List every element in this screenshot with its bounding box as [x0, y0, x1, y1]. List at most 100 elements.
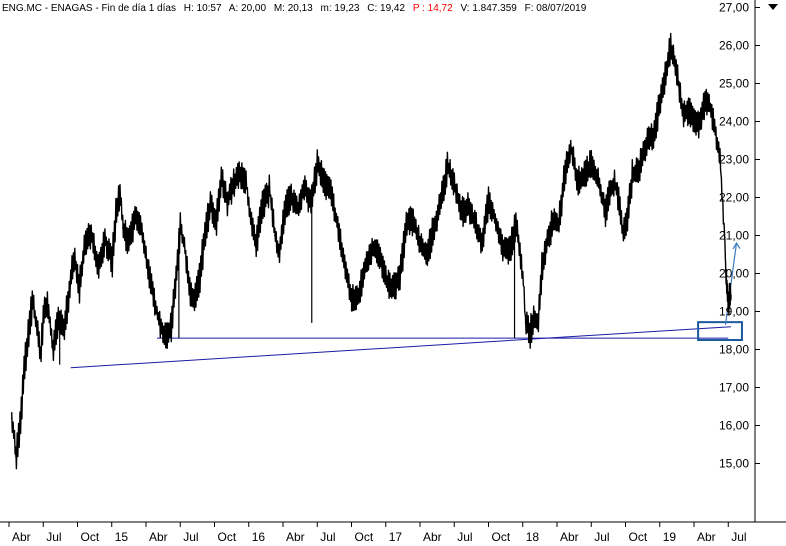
price-tick-label: 15,00	[719, 457, 749, 471]
price-point	[412, 219, 415, 222]
price-point	[682, 113, 684, 115]
price-point	[727, 303, 730, 305]
time-tick-label: Abr	[149, 530, 168, 544]
price-point	[528, 333, 531, 336]
price-point	[74, 257, 76, 260]
price-tick-label: 16,00	[719, 419, 749, 433]
price-point	[613, 181, 616, 184]
price-point	[286, 200, 288, 203]
price-point	[524, 322, 527, 324]
price-point	[652, 135, 654, 138]
price-point	[676, 78, 679, 81]
price-point	[563, 177, 565, 180]
price-point	[290, 196, 293, 199]
price-point	[254, 246, 257, 248]
price-tick-label: 17,00	[719, 381, 749, 395]
price-tick-label: 23,00	[719, 153, 749, 167]
dropdown-arrow-icon	[768, 4, 778, 10]
price-point	[157, 318, 160, 320]
price-point	[193, 299, 195, 301]
price-point	[724, 268, 727, 271]
open-label: A: 20,00	[228, 3, 267, 14]
date-label: F: 08/07/2019	[524, 3, 587, 14]
price-point	[337, 227, 339, 229]
time-tick-label: Abr	[560, 530, 579, 544]
time-tick-label: 18	[526, 530, 540, 544]
price-point	[189, 291, 191, 294]
price-point	[198, 276, 201, 279]
ticker-label: ENG.MC - ENAGAS - Fin de día 1 días	[2, 3, 176, 14]
price-point	[164, 337, 166, 339]
highlight-box	[697, 321, 743, 342]
price-point	[10, 417, 13, 419]
price-point	[693, 120, 695, 123]
time-tick-label: Abr	[12, 530, 31, 544]
price-point	[532, 314, 535, 317]
price-tick-label: 25,00	[719, 77, 749, 91]
price-point	[330, 192, 332, 195]
price-point	[179, 227, 182, 229]
price-point	[728, 291, 731, 294]
price-point	[515, 223, 517, 225]
price-point	[297, 208, 299, 210]
price-point	[569, 147, 572, 149]
volume-label: V: 1.847.359	[460, 3, 517, 14]
price-point	[231, 185, 234, 187]
price-point	[323, 181, 325, 184]
time-tick-label: 19	[663, 530, 677, 544]
price-point	[46, 303, 49, 305]
price-point	[552, 219, 554, 222]
price-point	[405, 223, 408, 225]
price-point	[474, 223, 476, 225]
price-point	[309, 204, 312, 206]
price-point	[226, 200, 228, 203]
time-tick-label: Abr	[286, 530, 305, 544]
price-point	[446, 166, 449, 168]
price-point	[115, 211, 117, 214]
price-point	[23, 367, 25, 370]
price-point	[282, 219, 284, 222]
price-point	[494, 219, 497, 222]
price-point	[576, 181, 579, 184]
price-point	[583, 173, 586, 176]
price-point	[104, 238, 106, 241]
price-point	[453, 185, 456, 187]
time-tick-label: Abr	[697, 530, 716, 544]
price-point	[364, 265, 367, 267]
price-point	[238, 173, 240, 176]
price-point	[175, 272, 177, 275]
price-point	[183, 246, 186, 248]
price-point	[537, 322, 539, 324]
time-tick-label: Oct	[355, 530, 374, 544]
max-label: M: 20,13	[273, 3, 313, 14]
price-point	[723, 230, 725, 233]
time-tick-label: Jul	[594, 530, 609, 544]
price-point	[713, 124, 716, 127]
price-point	[78, 287, 80, 290]
price-point	[357, 295, 360, 298]
price-tick-label: 27,00	[719, 1, 749, 15]
price-point	[730, 294, 732, 297]
price-point	[31, 299, 34, 301]
price-point	[501, 246, 504, 248]
price-point	[701, 109, 703, 111]
price-point	[391, 287, 394, 290]
price-point	[419, 242, 421, 244]
price-series	[11, 32, 732, 470]
time-tick-label: Jul	[46, 530, 61, 544]
price-point	[274, 234, 276, 237]
price-point	[245, 181, 247, 184]
time-axis-ticks: Abr Jul Oct 15 Abr Jul Oct 16 Abr Jul Oct 17 Abr Jul O…	[8, 522, 747, 544]
time-tick-label: Jul	[457, 530, 472, 544]
price-point	[268, 189, 271, 191]
price-point	[371, 246, 373, 248]
price-point	[669, 44, 672, 47]
price-point	[141, 230, 143, 233]
price-point	[460, 211, 462, 214]
price-point	[39, 352, 42, 355]
price-tick-label: 18,00	[719, 343, 749, 357]
price-point	[426, 253, 428, 256]
